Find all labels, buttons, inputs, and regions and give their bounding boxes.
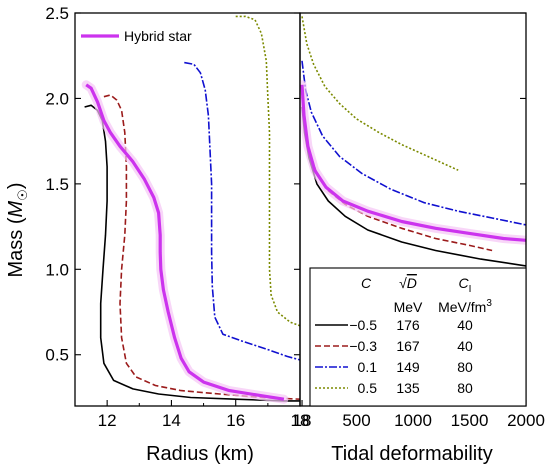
table-row-cl: 80 — [457, 380, 473, 396]
right-x-tick-label: 1500 — [451, 411, 489, 430]
parameter-table-box — [309, 267, 527, 407]
table-row: −0.3 167 40 — [315, 338, 473, 354]
right-panel: 18 500 1000 1500 2000 — [293, 12, 545, 430]
table-header-d-root: √ — [399, 275, 407, 291]
left-x-tick-label: 12 — [98, 411, 117, 430]
table-header-c: C — [361, 275, 372, 291]
right-series-c-03-line — [301, 96, 493, 252]
legend: Hybrid star — [81, 28, 192, 44]
right-series-hybrid-band — [300, 80, 526, 245]
left-panel: 12 14 16 18 0.5 1.0 1.5 2.0 2.5 — [45, 4, 309, 430]
table-row-cl: 40 — [457, 317, 473, 333]
y-tick-label: 1.5 — [45, 175, 69, 194]
table-row-c: −0.3 — [349, 338, 377, 354]
table-unit-cl-sup: 3 — [486, 298, 492, 309]
table-row-d: 176 — [396, 317, 420, 333]
table-unit-cl: MeV/fm3 — [438, 298, 492, 315]
right-series-c05-line — [301, 16, 459, 171]
right-x-tick-label: 18 — [293, 411, 312, 430]
right-x-tick-label: 1000 — [394, 411, 432, 430]
table-unit-d: MeV — [394, 299, 423, 315]
left-panel-ticks: 12 14 16 18 0.5 1.0 1.5 2.0 2.5 — [45, 4, 309, 430]
table-row-cl: 80 — [457, 359, 473, 375]
table-row-cl: 40 — [457, 338, 473, 354]
right-x-tick-label: 2000 — [507, 411, 545, 430]
table-row-c: 0.5 — [358, 380, 378, 396]
y-axis-title-suffix: ) — [5, 183, 27, 190]
parameter-table-rows: −0.5 176 40 −0.3 167 40 0.1 149 80 0.5 135 80 — [315, 317, 473, 396]
legend-hybrid-label: Hybrid star — [124, 28, 192, 44]
y-axis-title-symbol: M — [5, 201, 27, 218]
table-row-d: 167 — [396, 338, 420, 354]
table-row-c: 0.1 — [358, 359, 378, 375]
left-x-axis-title: Radius (km) — [146, 443, 254, 465]
table-row-c: −0.5 — [349, 317, 377, 333]
table-row: 0.5 135 80 — [315, 380, 473, 396]
left-x-tick-label: 18 — [291, 411, 310, 430]
left-x-tick-label: 14 — [162, 411, 181, 430]
y-axis-title: Mass (M☉) — [5, 183, 30, 278]
table-unit-cl-base: MeV/fm — [438, 299, 486, 315]
right-panel-lines — [300, 16, 526, 267]
left-series-hybrid-band — [81, 80, 289, 404]
right-series-c01-line — [301, 60, 526, 226]
y-tick-label: 0.5 — [45, 346, 69, 365]
left-series-c-03-line — [103, 94, 300, 400]
left-series-hybrid-line — [85, 83, 285, 401]
y-axis-title-subscript: ☉ — [15, 189, 30, 201]
right-x-axis-title: Tidal deformability — [331, 443, 493, 465]
table-header-d-var: D — [407, 275, 417, 291]
left-series-c-05-line — [84, 104, 300, 402]
y-axis-title-prefix: Mass ( — [5, 217, 27, 277]
left-x-tick-label: 16 — [226, 411, 245, 430]
table-row-d: 135 — [396, 380, 420, 396]
right-series-c-05-line — [301, 106, 526, 267]
y-tick-label: 2.5 — [45, 4, 69, 23]
right-x-tick-label: 500 — [342, 411, 370, 430]
table-header-cl: CI — [459, 275, 472, 295]
y-tick-label: 1.0 — [45, 260, 69, 279]
left-series-c05-line — [235, 15, 300, 327]
table-row-d: 149 — [396, 359, 420, 375]
left-panel-lines — [81, 15, 300, 404]
parameter-table: C √D CI MeV MeV/fm3 −0.5 176 40−0.3 167 400.… — [309, 267, 527, 407]
table-header-cl-sub: I — [469, 284, 472, 295]
right-series-hybrid-line — [300, 84, 526, 242]
right-panel-ticks: 18 500 1000 1500 2000 — [293, 12, 545, 430]
table-header-cl-symbol: C — [459, 275, 470, 291]
y-tick-label: 2.0 — [45, 89, 69, 108]
table-row: 0.1 149 80 — [315, 359, 473, 375]
left-series-c01-line — [184, 61, 300, 361]
table-row: −0.5 176 40 — [315, 317, 473, 333]
table-header-d: √D — [399, 275, 417, 291]
